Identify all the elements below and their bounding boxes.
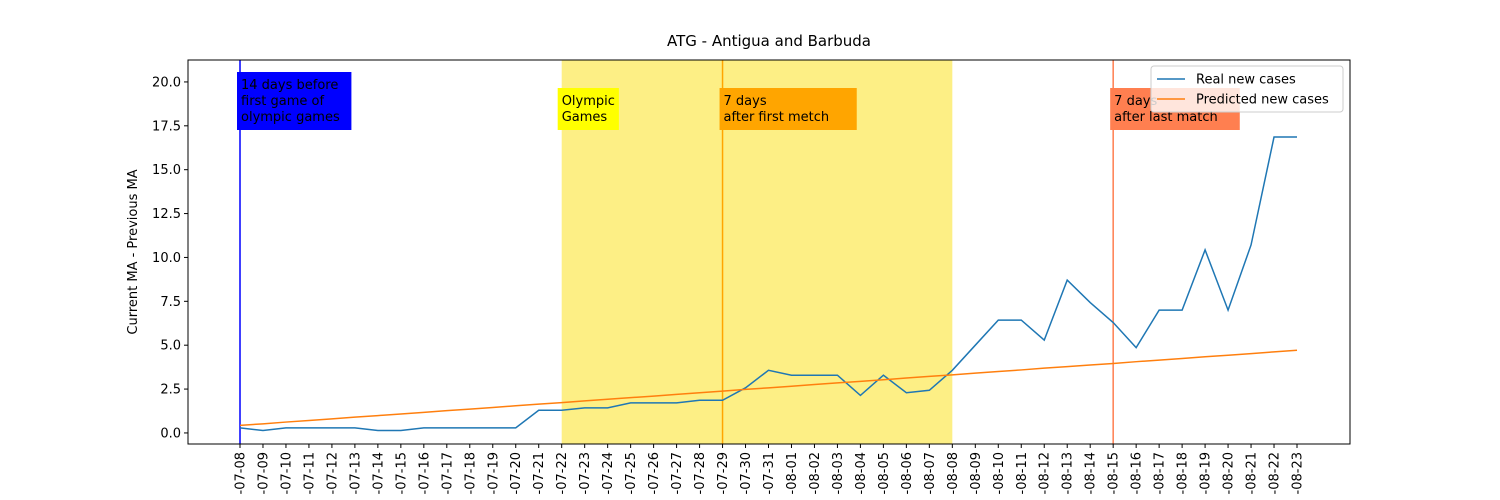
x-tick-label: -07-22 bbox=[555, 452, 570, 494]
legend-box bbox=[1150, 65, 1344, 113]
x-tick-label: -07-18 bbox=[463, 452, 478, 494]
x-tick-label: -08-14 bbox=[1084, 452, 1099, 494]
x-tick-label: -08-13 bbox=[1061, 452, 1076, 494]
series-line bbox=[239, 136, 1297, 432]
legend-label: Real new cases bbox=[1196, 73, 1296, 88]
x-tick-label: -07-08 bbox=[234, 452, 249, 494]
x-tick-label: -08-06 bbox=[900, 452, 915, 494]
x-tick-label: -07-20 bbox=[509, 452, 524, 494]
x-tick-label: -08-21 bbox=[1245, 452, 1260, 494]
x-tick-label: -07-31 bbox=[762, 452, 777, 494]
x-tick-label: -07-25 bbox=[624, 452, 639, 494]
y-tick-label: 10.0 bbox=[152, 251, 181, 266]
y-tick-label: 15.0 bbox=[152, 163, 181, 178]
x-tick-label: -08-19 bbox=[1199, 452, 1214, 494]
x-tick-label: -07-27 bbox=[670, 452, 685, 494]
x-tick-label: -07-29 bbox=[716, 452, 731, 494]
legend-label: Predicted new cases bbox=[1196, 93, 1329, 108]
x-tick-label: -08-17 bbox=[1153, 452, 1168, 494]
x-tick-label: -07-17 bbox=[440, 452, 455, 494]
y-tick-label: 17.5 bbox=[152, 119, 181, 134]
x-tick-label: -07-09 bbox=[256, 452, 271, 494]
x-tick-label: -07-19 bbox=[486, 452, 501, 494]
y-tick-label: 12.5 bbox=[152, 207, 181, 222]
x-tick-label: -08-18 bbox=[1176, 452, 1191, 494]
x-tick-label: -08-11 bbox=[1015, 452, 1030, 494]
marker-label-text: 14 days before bbox=[241, 78, 338, 93]
x-tick-label: -07-26 bbox=[647, 452, 662, 494]
x-tick-label: -08-05 bbox=[877, 452, 892, 494]
x-tick-label: -08-20 bbox=[1222, 452, 1237, 494]
y-axis-label: Current MA - Previous MA bbox=[126, 169, 141, 334]
x-tick-label: -08-23 bbox=[1291, 452, 1306, 494]
chart-title: ATG - Antigua and Barbuda bbox=[667, 32, 871, 50]
x-tick-label: -07-28 bbox=[693, 452, 708, 494]
y-tick-label: 5.0 bbox=[160, 339, 181, 354]
x-tick-label: -08-02 bbox=[808, 452, 823, 494]
x-tick-label: -07-10 bbox=[279, 452, 294, 494]
x-tick-label: -07-12 bbox=[325, 452, 340, 494]
series-line bbox=[239, 349, 1298, 427]
x-tick-label: -08-04 bbox=[854, 452, 869, 494]
x-tick-label: -07-16 bbox=[417, 452, 432, 494]
span-label-text: Olympic bbox=[562, 94, 615, 109]
x-tick-label: -08-01 bbox=[785, 452, 800, 494]
x-tick-label: -08-15 bbox=[1107, 452, 1122, 494]
x-tick-label: -08-12 bbox=[1038, 452, 1053, 494]
marker-label-text: after first metch bbox=[724, 110, 830, 125]
marker-label-box bbox=[719, 88, 857, 130]
x-tick-label: -07-24 bbox=[601, 452, 616, 494]
y-tick-label: 20.0 bbox=[152, 75, 181, 90]
span-label-box bbox=[557, 88, 619, 130]
x-tick-label: -07-15 bbox=[394, 452, 409, 494]
x-tick-label: -07-14 bbox=[371, 452, 386, 494]
x-tick-label: -08-08 bbox=[946, 452, 961, 494]
marker-label-text: first game of bbox=[241, 94, 325, 109]
x-tick-label: -07-30 bbox=[739, 452, 754, 494]
x-tick-label: -08-03 bbox=[831, 452, 846, 494]
span-label-text: Games bbox=[562, 110, 608, 125]
x-tick-label: -08-22 bbox=[1268, 452, 1283, 494]
marker-label-text: 7 days bbox=[1114, 94, 1157, 109]
x-tick-label: -07-21 bbox=[532, 452, 547, 494]
marker-label-text: after last match bbox=[1114, 110, 1218, 125]
y-tick-label: 2.5 bbox=[160, 383, 181, 398]
marker-label-text: olympic games bbox=[241, 110, 340, 125]
marker-label-box bbox=[237, 72, 352, 130]
y-tick-label: 7.5 bbox=[160, 295, 181, 310]
x-tick-label: -07-13 bbox=[348, 452, 363, 494]
x-tick-label: -08-16 bbox=[1130, 452, 1145, 494]
x-tick-label: -08-07 bbox=[923, 452, 938, 494]
x-tick-label: -08-10 bbox=[992, 452, 1007, 494]
y-tick-label: 0.0 bbox=[160, 426, 181, 441]
x-tick-label: -08-09 bbox=[969, 452, 984, 494]
x-tick-label: -07-11 bbox=[302, 452, 317, 494]
legend: Real new cases Predicted new cases bbox=[1150, 65, 1344, 113]
x-tick-label: -07-23 bbox=[578, 452, 593, 494]
marker-label-text: 7 days bbox=[724, 94, 767, 109]
